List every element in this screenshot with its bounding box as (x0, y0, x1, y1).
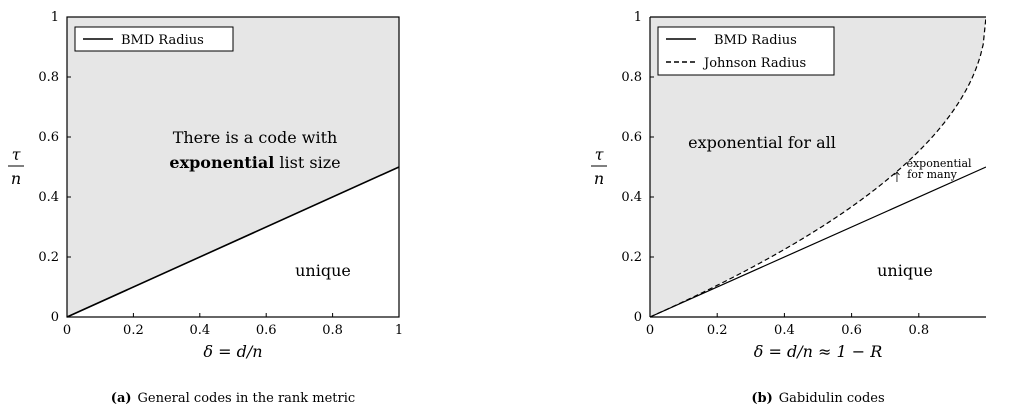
chart-b-bmd-radius-line (650, 166, 986, 317)
chart-b-y-tick-label: 0.4 (621, 190, 642, 205)
chart-a-y-axis-label-den: n (11, 169, 21, 188)
chart-a-caption-text: General codes in the rank metric (138, 391, 356, 406)
chart-a-annotation-rest: list size (274, 153, 340, 172)
chart-a-annotation-bold: exponential (169, 153, 274, 172)
chart-b-caption-text: Gabidulin codes (779, 391, 885, 406)
chart-a-annotation-top-line1: There is a code with (173, 128, 338, 147)
chart-b-x-tick-label: 0 (646, 323, 654, 338)
chart-b-annotation-unique: unique (877, 261, 933, 280)
chart-a-x-axis-label: δ = d/n (203, 342, 262, 361)
chart-a-plot-frame (66, 16, 400, 318)
chart-a-annotation-unique: unique (295, 261, 351, 280)
chart-a-caption: (a) General codes in the rank metric (111, 391, 355, 406)
chart-a-x-ticks: 0 0.2 0.4 0.6 0.8 1 (63, 313, 403, 338)
chart-b-x-tick-label: 0.8 (908, 323, 929, 338)
chart-a-caption-tag: (a) (111, 391, 132, 406)
chart-b-y-tick-label: 0.2 (621, 250, 642, 265)
chart-b-shaded-region (650, 17, 986, 317)
chart-b: 0 0.2 0.4 0.6 0.8 0 0.2 0.4 0.6 0.8 1 BMD Radius … (591, 10, 986, 406)
chart-b-y-tick-label: 0 (634, 310, 642, 325)
chart-b-annotation-exponential-all: exponential for all (688, 133, 836, 152)
chart-a-y-tick-label: 0 (51, 310, 59, 325)
chart-a: 0 0.2 0.4 0.6 0.8 1 0 0.2 0.4 0.6 0.8 1 BMD Radius… (8, 10, 403, 406)
chart-b-caption: (b) Gabidulin codes (751, 391, 884, 406)
chart-a-annotation-top-line2: exponential list size (169, 153, 340, 172)
chart-a-x-tick-label: 0.6 (256, 323, 277, 338)
chart-a-y-axis-label-num: τ (12, 145, 22, 164)
chart-b-caption-tag: (b) (751, 391, 772, 406)
chart-b-y-tick-label: 1 (634, 10, 642, 25)
chart-b-legend-box (657, 26, 835, 76)
chart-b-x-tick-label: 0.2 (707, 323, 728, 338)
chart-b-y-tick-label: 0.8 (621, 70, 642, 85)
chart-b-y-tick-label: 0.6 (621, 130, 642, 145)
chart-a-y-tick-label: 0.2 (38, 250, 59, 265)
chart-b-annotation-exponential-many-line2: for many (907, 168, 958, 181)
chart-b-x-tick-label: 0.4 (774, 323, 795, 338)
chart-a-legend: BMD Radius (74, 26, 234, 52)
chart-a-x-tick-label: 1 (395, 323, 403, 338)
chart-b-x-axis-label: δ = d/n ≈ 1 − R (754, 342, 883, 361)
chart-a-y-tick-label: 0.8 (38, 70, 59, 85)
chart-b-y-axis-label-den: n (594, 169, 604, 188)
chart-a-y-ticks: 0 0.2 0.4 0.6 0.8 1 (38, 10, 71, 325)
chart-b-legend: BMD Radius Johnson Radius (657, 26, 835, 76)
chart-a-y-tick-label: 0.6 (38, 130, 59, 145)
chart-a-x-tick-label: 0.4 (189, 323, 210, 338)
chart-b-legend-bmd-label: BMD Radius (714, 33, 797, 48)
chart-a-x-tick-label: 0.8 (322, 323, 343, 338)
chart-a-x-tick-label: 0.2 (123, 323, 144, 338)
chart-a-y-tick-label: 0.4 (38, 190, 59, 205)
chart-b-x-ticks: 0 0.2 0.4 0.6 0.8 (646, 313, 929, 338)
chart-b-y-axis-label-num: τ (595, 145, 605, 164)
chart-b-legend-johnson-label: Johnson Radius (702, 56, 806, 71)
chart-a-bmd-radius-line (66, 166, 400, 318)
chart-a-shaded-region (67, 17, 399, 317)
chart-b-annotation-exponential-many-line1: exponential (906, 157, 972, 170)
chart-a-y-tick-label: 1 (51, 10, 59, 25)
chart-b-exponential-many-arrow (894, 171, 900, 182)
chart-a-legend-bmd-label: BMD Radius (121, 33, 204, 48)
chart-a-x-tick-label: 0 (63, 323, 71, 338)
chart-b-y-ticks: 0 0.2 0.4 0.6 0.8 1 (621, 10, 654, 325)
chart-b-x-tick-label: 0.6 (841, 323, 862, 338)
